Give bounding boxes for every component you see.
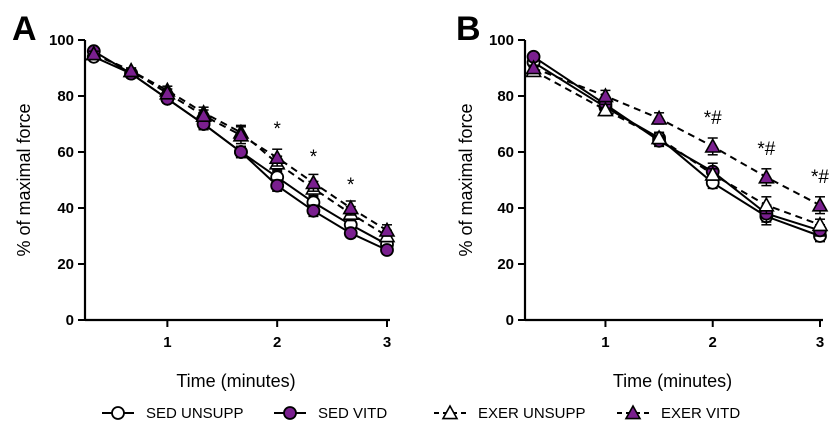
y-tick-label: 80	[497, 88, 514, 105]
legend-label: SED UNSUPP	[146, 405, 244, 422]
legend-item: EXER VITD	[617, 404, 740, 422]
legend-label: EXER VITD	[661, 405, 740, 422]
legend-item: SED VITD	[274, 405, 387, 422]
y-tick-label: 0	[506, 312, 514, 329]
data-point	[650, 109, 668, 125]
legend-marker	[624, 404, 642, 420]
data-point	[704, 165, 722, 181]
data-point	[758, 168, 775, 184]
x-axis-label: Time (minutes)	[176, 371, 295, 391]
data-point	[811, 196, 829, 212]
y-tick-label: 80	[57, 88, 74, 105]
significance-annotation: *	[273, 119, 281, 140]
significance-annotation: *	[347, 175, 355, 196]
y-tick-label: 20	[497, 256, 514, 273]
x-tick-label: 2	[709, 334, 717, 351]
series-sed-vitd	[526, 49, 827, 238]
x-tick-label: 3	[816, 334, 824, 351]
panel-b: B 0 20 40 60 80 100 1 2 3 Time (minutes) % of maxim…	[456, 10, 829, 391]
panel-letter: A	[12, 10, 37, 48]
y-axis-label: % of maximal force	[14, 103, 34, 256]
x-tick-label: 2	[273, 334, 281, 351]
data-point	[122, 62, 140, 78]
legend-item: EXER UNSUPP	[434, 404, 586, 422]
data-point	[159, 84, 176, 100]
data-point	[597, 87, 614, 103]
data-point	[704, 137, 722, 153]
data-point	[597, 101, 614, 117]
y-tick-label: 0	[66, 312, 74, 329]
data-point	[650, 129, 668, 145]
legend-marker	[111, 406, 125, 420]
data-point	[306, 203, 321, 218]
significance-annotation: *	[310, 147, 318, 168]
legend-item: SED UNSUPP	[102, 405, 244, 422]
y-tick-label: 20	[57, 256, 74, 273]
data-point	[195, 106, 212, 122]
legend-label: SED VITD	[318, 405, 387, 422]
significance-annotation: *#	[704, 108, 722, 129]
panel-letter: B	[456, 10, 481, 48]
data-point	[758, 196, 775, 212]
y-tick-label: 40	[497, 200, 514, 217]
series-line	[93, 53, 388, 237]
y-tick-label: 60	[57, 144, 74, 161]
data-point	[380, 243, 394, 257]
y-tick-label: 60	[497, 144, 514, 161]
x-tick-label: 3	[383, 334, 391, 351]
data-point	[234, 145, 248, 159]
x-tick-label: 1	[163, 334, 171, 351]
series-line	[533, 69, 821, 226]
legend-marker	[441, 404, 459, 420]
significance-annotation: *#	[811, 167, 829, 188]
data-point	[525, 59, 542, 75]
data-point	[305, 174, 322, 190]
x-axis-label: Time (minutes)	[613, 371, 732, 391]
legend-label: EXER UNSUPP	[478, 405, 586, 422]
series-line	[533, 61, 821, 237]
data-point	[343, 226, 358, 241]
data-point	[232, 126, 250, 142]
x-tick-label: 1	[601, 334, 609, 351]
data-point	[85, 45, 103, 61]
y-tick-label: 100	[49, 32, 74, 49]
series-sed-unsupp	[526, 55, 827, 243]
data-point	[378, 221, 396, 237]
panel-a: A 0 20 40 60 80 100 1 2 3 Time (minutes) % of maxim…	[12, 10, 396, 391]
legend: SED UNSUPP SED VITD EXER UNSUPP EXER VITD	[102, 404, 740, 422]
series-line	[533, 67, 821, 207]
significance-annotation: *#	[757, 139, 775, 160]
series-exer-vitd	[525, 59, 829, 215]
data-point	[342, 199, 360, 215]
data-point	[270, 178, 285, 193]
series-exer-unsupp	[525, 62, 829, 232]
legend-marker	[283, 406, 297, 420]
y-tick-label: 40	[57, 200, 74, 217]
data-point	[268, 148, 286, 164]
y-axis-label: % of maximal force	[456, 103, 476, 256]
series-exer-vitd	[85, 45, 396, 237]
series-line	[533, 55, 821, 232]
y-tick-label: 100	[489, 32, 514, 49]
data-point	[811, 216, 829, 232]
